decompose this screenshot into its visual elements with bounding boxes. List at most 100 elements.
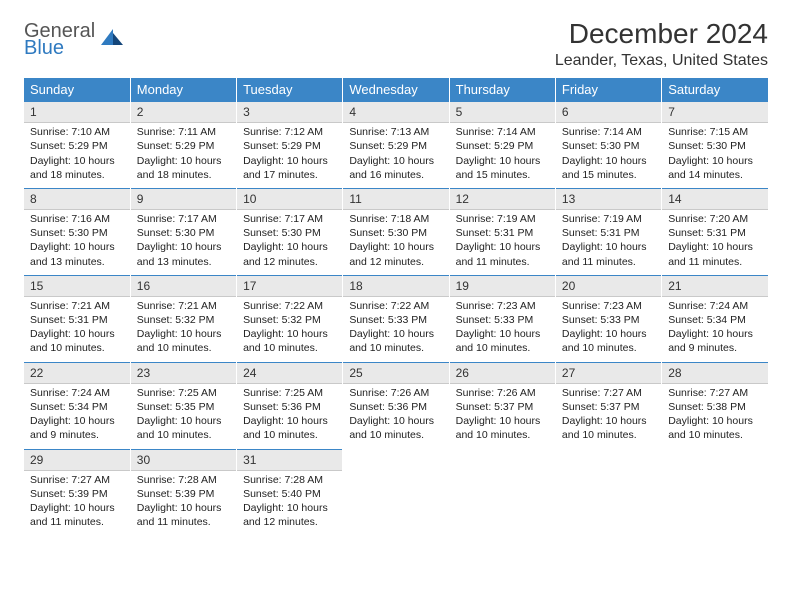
calendar-day-cell: 24Sunrise: 7:25 AMSunset: 5:36 PMDayligh… [237,362,343,449]
calendar-day-cell: 6Sunrise: 7:14 AMSunset: 5:30 PMDaylight… [555,101,661,188]
calendar-day-cell: 28Sunrise: 7:27 AMSunset: 5:38 PMDayligh… [662,362,768,449]
calendar-day-cell: 31Sunrise: 7:28 AMSunset: 5:40 PMDayligh… [237,449,343,536]
day-details: Sunrise: 7:28 AMSunset: 5:39 PMDaylight:… [131,471,236,532]
calendar-day-cell: ..... [555,449,661,536]
calendar-day-cell: 14Sunrise: 7:20 AMSunset: 5:31 PMDayligh… [662,188,768,275]
weekday-header: Saturday [662,78,768,101]
day-details: Sunrise: 7:12 AMSunset: 5:29 PMDaylight:… [237,123,342,184]
calendar-day-cell: 5Sunrise: 7:14 AMSunset: 5:29 PMDaylight… [449,101,555,188]
day-number: 22 [24,362,130,384]
calendar-day-cell: 23Sunrise: 7:25 AMSunset: 5:35 PMDayligh… [130,362,236,449]
calendar-table: SundayMondayTuesdayWednesdayThursdayFrid… [24,78,768,535]
logo-icon [99,25,125,56]
day-number: 25 [343,362,448,384]
weekday-header: Sunday [24,78,130,101]
day-details: Sunrise: 7:23 AMSunset: 5:33 PMDaylight:… [556,297,661,358]
logo: General Blue [24,18,125,58]
day-number: 18 [343,275,448,297]
day-details: Sunrise: 7:24 AMSunset: 5:34 PMDaylight:… [662,297,768,358]
day-details: Sunrise: 7:10 AMSunset: 5:29 PMDaylight:… [24,123,130,184]
calendar-week-row: 8Sunrise: 7:16 AMSunset: 5:30 PMDaylight… [24,188,768,275]
day-number: 29 [24,449,130,471]
calendar-day-cell: 13Sunrise: 7:19 AMSunset: 5:31 PMDayligh… [555,188,661,275]
day-number: 19 [450,275,555,297]
day-details: Sunrise: 7:18 AMSunset: 5:30 PMDaylight:… [343,210,448,271]
day-number: 9 [131,188,236,210]
day-number: 14 [662,188,768,210]
day-details: Sunrise: 7:22 AMSunset: 5:33 PMDaylight:… [343,297,448,358]
calendar-day-cell: 26Sunrise: 7:26 AMSunset: 5:37 PMDayligh… [449,362,555,449]
calendar-day-cell: 29Sunrise: 7:27 AMSunset: 5:39 PMDayligh… [24,449,130,536]
day-details: Sunrise: 7:21 AMSunset: 5:32 PMDaylight:… [131,297,236,358]
calendar-day-cell: 8Sunrise: 7:16 AMSunset: 5:30 PMDaylight… [24,188,130,275]
month-title: December 2024 [555,18,768,50]
day-number: 27 [556,362,661,384]
calendar-day-cell: 20Sunrise: 7:23 AMSunset: 5:33 PMDayligh… [555,275,661,362]
day-number: 6 [556,101,661,123]
calendar-day-cell: 27Sunrise: 7:27 AMSunset: 5:37 PMDayligh… [555,362,661,449]
day-number: 5 [450,101,555,123]
calendar-day-cell: 12Sunrise: 7:19 AMSunset: 5:31 PMDayligh… [449,188,555,275]
day-details: Sunrise: 7:14 AMSunset: 5:30 PMDaylight:… [556,123,661,184]
calendar-day-cell: 1Sunrise: 7:10 AMSunset: 5:29 PMDaylight… [24,101,130,188]
day-details: Sunrise: 7:27 AMSunset: 5:39 PMDaylight:… [24,471,130,532]
weekday-header: Monday [130,78,236,101]
calendar-day-cell: 17Sunrise: 7:22 AMSunset: 5:32 PMDayligh… [237,275,343,362]
location-text: Leander, Texas, United States [555,52,768,70]
day-details: Sunrise: 7:16 AMSunset: 5:30 PMDaylight:… [24,210,130,271]
day-details: Sunrise: 7:22 AMSunset: 5:32 PMDaylight:… [237,297,342,358]
logo-text-blue: Blue [24,39,95,58]
calendar-day-cell: 9Sunrise: 7:17 AMSunset: 5:30 PMDaylight… [130,188,236,275]
calendar-week-row: 15Sunrise: 7:21 AMSunset: 5:31 PMDayligh… [24,275,768,362]
calendar-day-cell: 15Sunrise: 7:21 AMSunset: 5:31 PMDayligh… [24,275,130,362]
calendar-day-cell: 10Sunrise: 7:17 AMSunset: 5:30 PMDayligh… [237,188,343,275]
calendar-day-cell: ..... [662,449,768,536]
day-details: Sunrise: 7:19 AMSunset: 5:31 PMDaylight:… [556,210,661,271]
day-number: 3 [237,101,342,123]
day-details: Sunrise: 7:11 AMSunset: 5:29 PMDaylight:… [131,123,236,184]
page-header: General Blue December 2024 Leander, Texa… [24,18,768,70]
day-details: Sunrise: 7:27 AMSunset: 5:38 PMDaylight:… [662,384,768,445]
calendar-day-cell: 22Sunrise: 7:24 AMSunset: 5:34 PMDayligh… [24,362,130,449]
calendar-day-cell: ..... [449,449,555,536]
day-number: 31 [237,449,342,471]
day-details: Sunrise: 7:26 AMSunset: 5:37 PMDaylight:… [450,384,555,445]
weekday-header: Tuesday [237,78,343,101]
day-details: Sunrise: 7:28 AMSunset: 5:40 PMDaylight:… [237,471,342,532]
day-details: Sunrise: 7:14 AMSunset: 5:29 PMDaylight:… [450,123,555,184]
day-details: Sunrise: 7:25 AMSunset: 5:36 PMDaylight:… [237,384,342,445]
day-number: 12 [450,188,555,210]
day-details: Sunrise: 7:17 AMSunset: 5:30 PMDaylight:… [237,210,342,271]
day-number: 10 [237,188,342,210]
day-number: 20 [556,275,661,297]
calendar-day-cell: 19Sunrise: 7:23 AMSunset: 5:33 PMDayligh… [449,275,555,362]
day-number: 1 [24,101,130,123]
calendar-day-cell: 18Sunrise: 7:22 AMSunset: 5:33 PMDayligh… [343,275,449,362]
calendar-day-cell: 7Sunrise: 7:15 AMSunset: 5:30 PMDaylight… [662,101,768,188]
day-details: Sunrise: 7:25 AMSunset: 5:35 PMDaylight:… [131,384,236,445]
title-area: December 2024 Leander, Texas, United Sta… [555,18,768,70]
calendar-week-row: 22Sunrise: 7:24 AMSunset: 5:34 PMDayligh… [24,362,768,449]
day-number: 13 [556,188,661,210]
day-number: 15 [24,275,130,297]
calendar-body: 1Sunrise: 7:10 AMSunset: 5:29 PMDaylight… [24,101,768,535]
day-number: 11 [343,188,448,210]
calendar-day-cell: 4Sunrise: 7:13 AMSunset: 5:29 PMDaylight… [343,101,449,188]
day-number: 4 [343,101,448,123]
calendar-day-cell: 3Sunrise: 7:12 AMSunset: 5:29 PMDaylight… [237,101,343,188]
day-details: Sunrise: 7:27 AMSunset: 5:37 PMDaylight:… [556,384,661,445]
calendar-day-cell: 11Sunrise: 7:18 AMSunset: 5:30 PMDayligh… [343,188,449,275]
day-number: 24 [237,362,342,384]
weekday-header: Thursday [449,78,555,101]
calendar-day-cell: 30Sunrise: 7:28 AMSunset: 5:39 PMDayligh… [130,449,236,536]
calendar-head: SundayMondayTuesdayWednesdayThursdayFrid… [24,78,768,101]
calendar-day-cell: 2Sunrise: 7:11 AMSunset: 5:29 PMDaylight… [130,101,236,188]
day-number: 7 [662,101,768,123]
day-details: Sunrise: 7:15 AMSunset: 5:30 PMDaylight:… [662,123,768,184]
day-number: 16 [131,275,236,297]
day-number: 30 [131,449,236,471]
day-details: Sunrise: 7:13 AMSunset: 5:29 PMDaylight:… [343,123,448,184]
weekday-header: Wednesday [343,78,449,101]
day-details: Sunrise: 7:17 AMSunset: 5:30 PMDaylight:… [131,210,236,271]
day-details: Sunrise: 7:21 AMSunset: 5:31 PMDaylight:… [24,297,130,358]
